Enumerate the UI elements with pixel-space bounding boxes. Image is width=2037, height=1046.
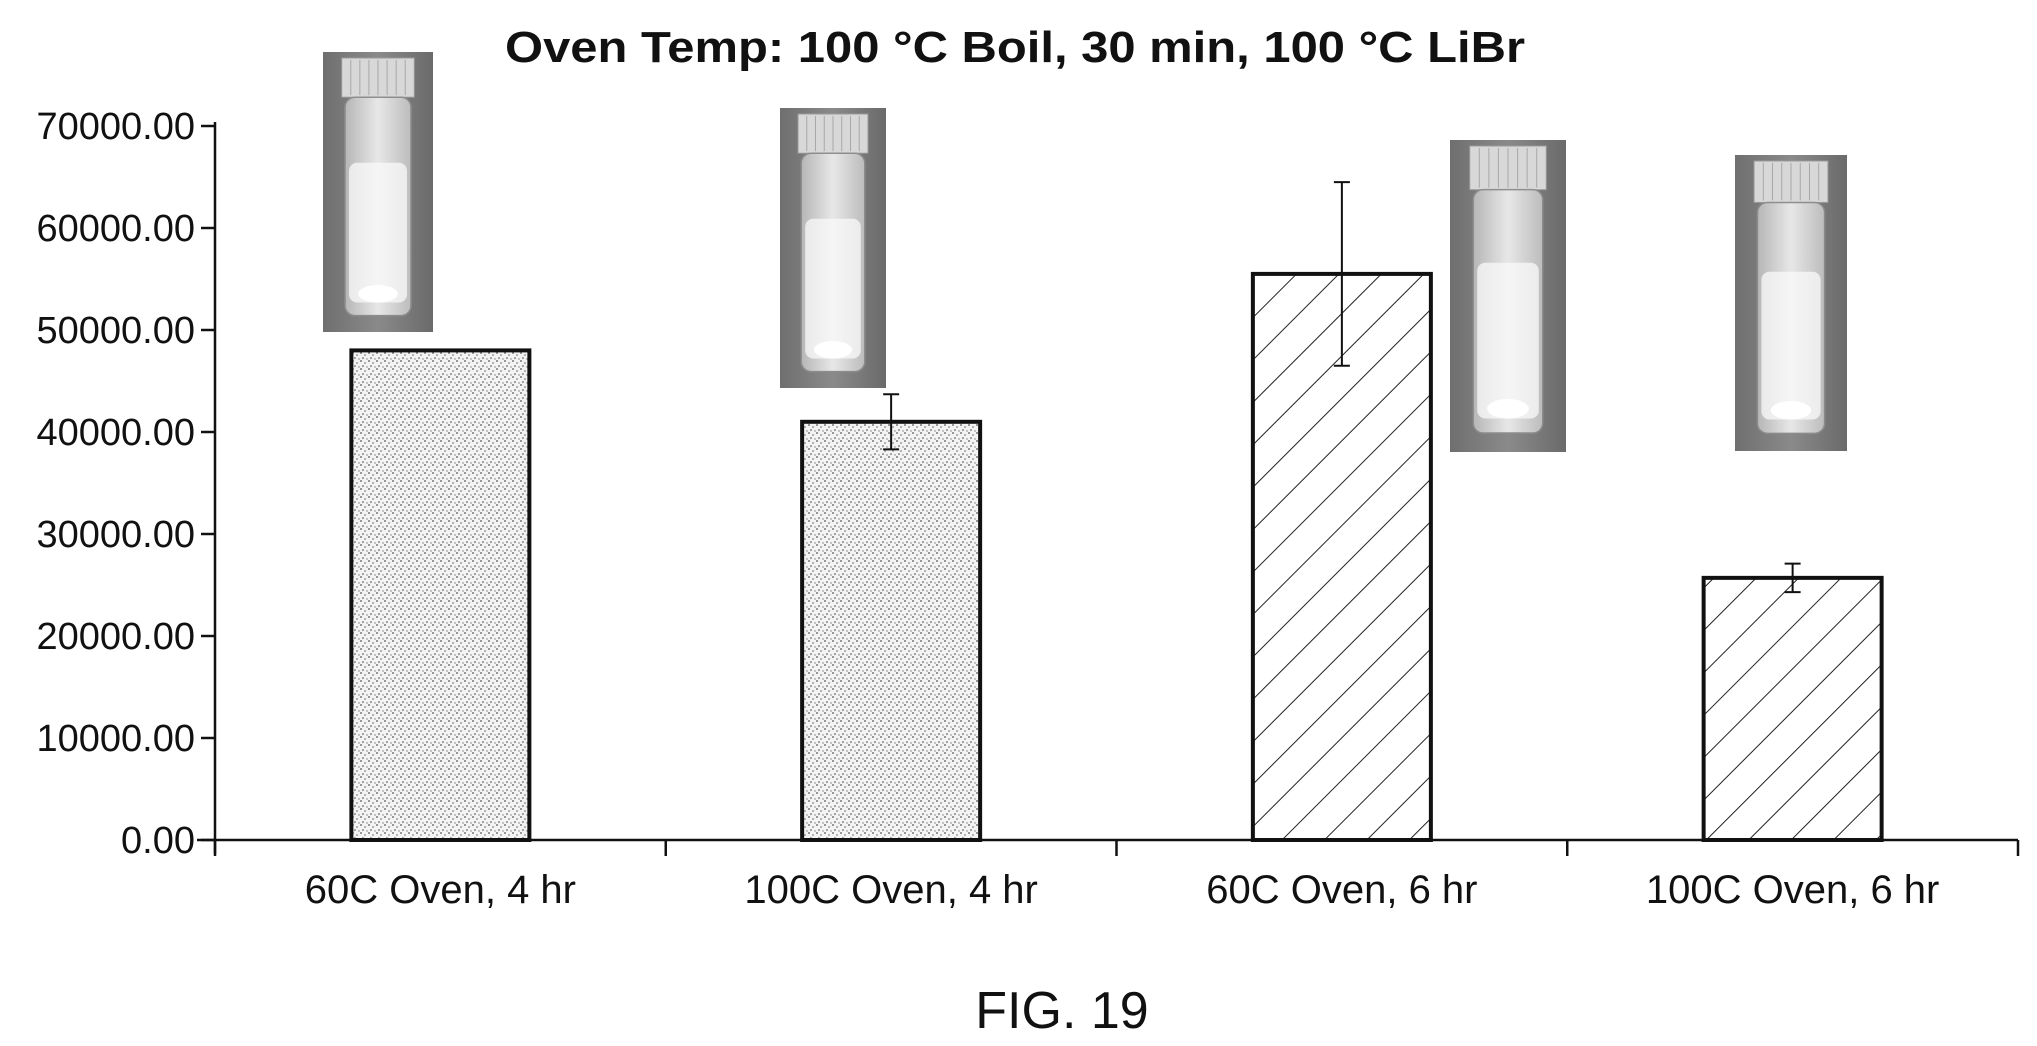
- y-tick-label: 20000.00: [37, 616, 196, 658]
- bar: [349, 348, 532, 842]
- figure-label: FIG. 19: [975, 982, 1148, 1040]
- y-tick-label: 60000.00: [37, 208, 196, 250]
- y-tick-label: 10000.00: [37, 718, 196, 760]
- bars: [349, 271, 1884, 842]
- y-tick-label: 0.00: [121, 820, 195, 862]
- y-tick-label: 30000.00: [37, 514, 196, 556]
- y-tick-label: 50000.00: [37, 310, 196, 352]
- x-category-label: 60C Oven, 4 hr: [305, 868, 576, 912]
- vial-photo: [1450, 140, 1566, 452]
- bar: [1701, 575, 1884, 842]
- y-tick-label: 40000.00: [37, 412, 196, 454]
- vial-photo: [780, 108, 886, 388]
- vial-photo: [1735, 155, 1847, 451]
- vial-photo: [323, 52, 433, 332]
- chart-title: Oven Temp: 100 °C Boil, 30 min, 100 °C L…: [505, 23, 1525, 72]
- x-category-label: 100C Oven, 4 hr: [744, 868, 1038, 912]
- x-category-label: 100C Oven, 6 hr: [1646, 868, 1940, 912]
- bar: [800, 419, 983, 842]
- x-category-label: 60C Oven, 6 hr: [1206, 868, 1477, 912]
- x-category-labels: 60C Oven, 4 hr 100C Oven, 4 hr 60C Oven, 6…: [305, 868, 1940, 912]
- error-bars: [883, 181, 1801, 594]
- y-tick-labels: 0.00 10000.00 20000.00 30000.00 40000.00 5000…: [37, 106, 196, 862]
- vial-photos: [323, 52, 1847, 452]
- bar: [1250, 271, 1433, 842]
- y-tick-label: 70000.00: [37, 106, 196, 148]
